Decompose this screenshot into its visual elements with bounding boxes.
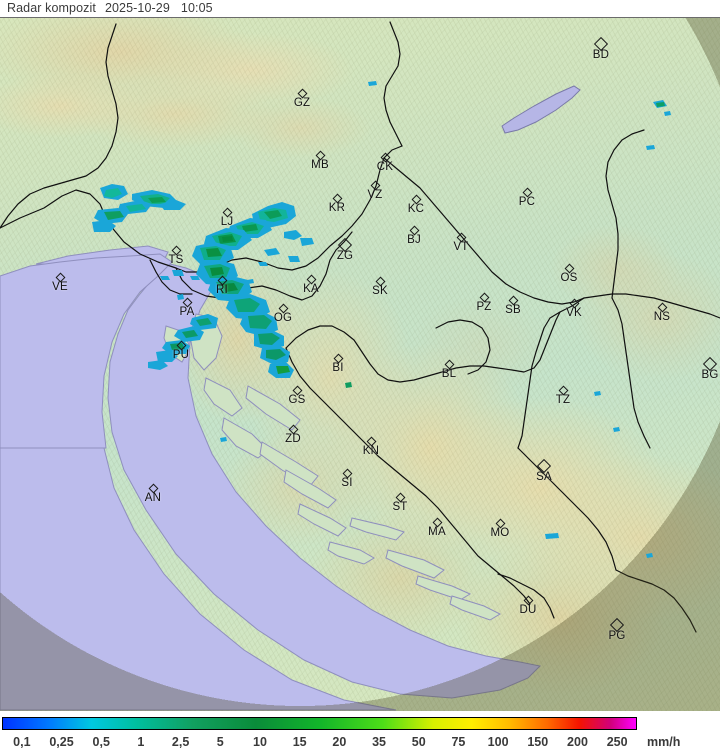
legend-tick-10: 50 <box>411 735 426 749</box>
legend-tick-11: 75 <box>451 735 466 749</box>
rain-rate-legend: 0,1 0,25 0,5 1 2,5 5 10 15 20 35 50 75 100 150 200 250 m… <box>0 711 720 751</box>
legend-tick-9: 35 <box>372 735 386 749</box>
south-adriatic-sea <box>0 447 397 711</box>
radar-coverage-mask <box>0 18 720 711</box>
legend-tick-12: 100 <box>487 735 509 749</box>
legend-tick-0: 0,1 <box>13 735 31 749</box>
title-bar-spacer <box>300 0 720 17</box>
legend-tick-13: 150 <box>527 735 549 749</box>
radar-date: 2025-10-29 <box>104 1 170 15</box>
legend-tick-7: 15 <box>292 735 307 749</box>
product-title: Radar kompozit <box>7 1 96 15</box>
legend-tick-5: 5 <box>216 735 224 749</box>
legend-tick-8: 20 <box>332 735 347 749</box>
radar-time: 10:05 <box>180 1 213 15</box>
legend-tick-2: 0,5 <box>92 735 110 749</box>
legend-tick-14: 200 <box>567 735 588 749</box>
legend-unit-label: mm/h <box>647 735 681 749</box>
legend-tick-15: 250 <box>606 735 628 749</box>
radar-map[interactable]: BD GZ MB CK VZ KR KC PC LJ ZG BJ VT TS OS VE RI KA SK PZ SB… <box>0 18 720 711</box>
title-bar: Radar kompozit 2025-10-29 10:05 <box>0 0 720 18</box>
legend-tick-labels: 0,1 0,25 0,5 1 2,5 5 10 15 20 35 50 75 100 150 200 250 m… <box>0 735 720 751</box>
legend-tick-6: 10 <box>253 735 267 749</box>
title-bar-text-group: Radar kompozit 2025-10-29 10:05 <box>0 0 213 17</box>
legend-tick-3: 1 <box>137 735 145 749</box>
legend-colorbar <box>2 717 637 730</box>
lake-balaton <box>501 85 581 134</box>
legend-tick-4: 2,5 <box>171 735 190 749</box>
legend-tick-1: 0,25 <box>49 735 74 749</box>
